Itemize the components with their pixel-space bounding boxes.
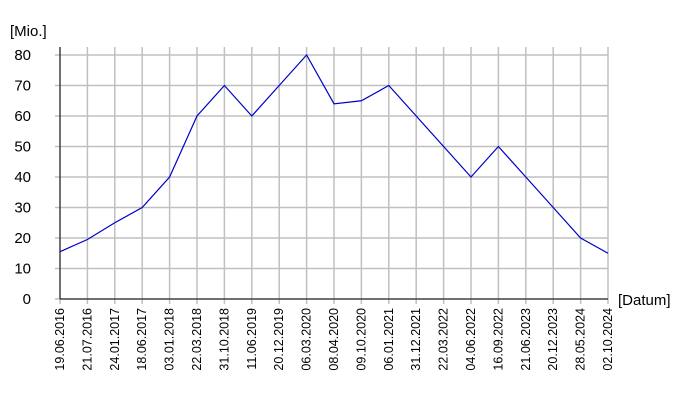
- x-tick-label: 22.03.2018: [190, 308, 204, 371]
- y-tick-label: 30: [14, 200, 31, 217]
- x-tick-label: 16.09.2022: [491, 308, 505, 371]
- x-tick-label: 31.12.2021: [409, 308, 423, 371]
- x-tick-label: 20.12.2023: [546, 308, 560, 371]
- x-axis-label: [Datum]: [618, 292, 671, 309]
- y-tick-label: 50: [14, 139, 31, 156]
- x-tick-label: 24.01.2017: [108, 308, 122, 371]
- x-tick-label: 09.10.2020: [354, 308, 368, 371]
- y-tick-label: 10: [14, 261, 31, 278]
- y-axis-label: [Mio.]: [10, 23, 47, 40]
- x-tick-label: 21.06.2023: [519, 308, 533, 371]
- y-tick-label: 20: [14, 230, 31, 247]
- y-tick-label: 80: [14, 47, 31, 64]
- x-tick-label: 21.07.2016: [80, 308, 94, 371]
- x-tick-label: 20.12.2019: [272, 308, 286, 371]
- data-line: [59, 53, 609, 254]
- x-tick-label: 31.10.2018: [217, 308, 231, 371]
- x-tick-label: 22.03.2022: [437, 308, 451, 371]
- y-tick-label: 0: [23, 291, 31, 308]
- x-tick-label: 19.06.2016: [53, 308, 67, 371]
- y-tick-label: 40: [14, 169, 31, 186]
- x-tick-label: 03.01.2018: [163, 308, 177, 371]
- x-tick-label: 28.05.2024: [574, 308, 588, 371]
- x-tick-label: 06.01.2021: [382, 308, 396, 371]
- x-tick-label: 06.03.2020: [300, 308, 314, 371]
- x-tick-label: 02.10.2024: [601, 308, 615, 371]
- x-tick-label: 18.06.2017: [135, 308, 149, 371]
- x-tick-label: 11.06.2019: [245, 308, 259, 370]
- y-tick-label: 60: [14, 108, 31, 125]
- x-tick-label: 08.04.2020: [327, 308, 341, 371]
- x-tick-label: 04.06.2022: [464, 308, 478, 371]
- y-tick-label: 70: [14, 78, 31, 95]
